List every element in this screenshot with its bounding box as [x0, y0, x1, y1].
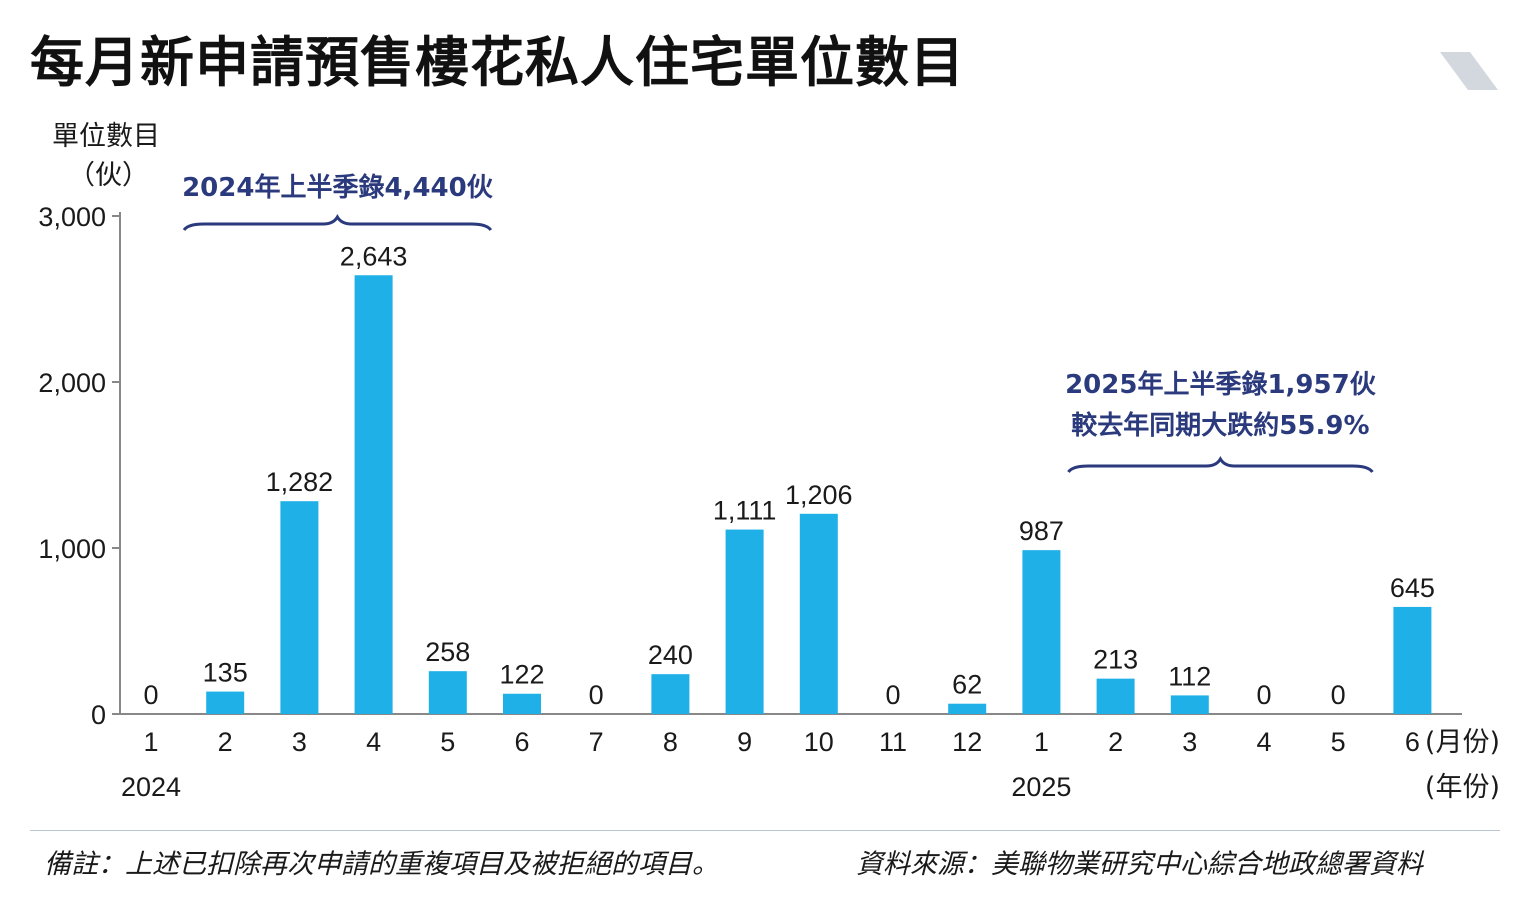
annotation-text: 較去年同期大跌約55.9%: [1071, 410, 1369, 441]
data-label: 987: [1019, 516, 1064, 546]
y-tick-label: 2,000: [38, 368, 106, 398]
x-tick-label: 8: [663, 727, 678, 757]
x-tick-label: 7: [589, 727, 604, 757]
x-tick-label: 4: [1256, 727, 1271, 757]
bar-chart: 單位數目（伙）01,0002,0003,0000113521,28232,643…: [38, 121, 1500, 803]
bar: [1096, 678, 1135, 714]
data-label: 112: [1168, 661, 1211, 691]
data-label: 1,282: [266, 467, 334, 497]
data-label: 240: [648, 640, 693, 670]
data-label: 62: [952, 670, 982, 700]
data-label: 0: [143, 680, 158, 710]
x-tick-label: 1: [143, 727, 158, 757]
annotation-text: 2024年上半季錄4,440伙: [182, 172, 494, 203]
year-label: 2024: [121, 772, 181, 802]
bar: [651, 674, 690, 714]
data-label: 1,206: [785, 480, 853, 510]
data-label: 0: [1331, 680, 1346, 710]
data-label: 213: [1093, 645, 1138, 675]
x-tick-label: 1: [1034, 727, 1049, 757]
x-tick-label: 2: [1108, 727, 1123, 757]
annotation-text: 2025年上半季錄1,957伙: [1065, 369, 1377, 400]
bar: [206, 691, 245, 714]
data-label: 135: [203, 658, 248, 688]
x-tick-label: 11: [879, 727, 907, 757]
data-label: 258: [425, 637, 470, 667]
x-tick-label: 3: [292, 727, 307, 757]
data-label: 0: [589, 680, 604, 710]
y-tick-label: 0: [91, 700, 106, 730]
x-tick-label: 4: [366, 727, 381, 757]
bar: [503, 693, 541, 714]
footnote-note: 備註：上述已扣除再次申請的重複項目及被拒絕的項目。: [44, 849, 719, 880]
data-label: 645: [1390, 573, 1435, 603]
footnote-source: 資料來源：美聯物業研究中心綜合地政總署資料: [856, 849, 1423, 880]
y-tick-label: 1,000: [38, 534, 106, 564]
year-label: 2025: [1011, 772, 1071, 802]
x-tick-label: 10: [804, 727, 834, 757]
bar: [428, 671, 467, 714]
x-tick-label: 5: [1331, 727, 1346, 757]
x-tick-label: 9: [737, 727, 752, 757]
footer-divider: [30, 830, 1500, 831]
bar: [725, 529, 764, 714]
x-tick-label: 3: [1182, 727, 1197, 757]
y-axis-label: 單位數目: [52, 121, 160, 152]
x-axis-unit-month: (月份): [1425, 727, 1500, 758]
bar: [799, 513, 838, 714]
x-tick-label: 6: [1405, 727, 1420, 757]
data-label: 0: [1256, 680, 1271, 710]
x-tick-label: 12: [952, 727, 982, 757]
x-tick-label: 2: [218, 727, 233, 757]
bar: [1393, 606, 1432, 714]
data-label: 2,643: [340, 241, 408, 271]
y-tick-label: 3,000: [38, 202, 106, 232]
x-tick-label: 6: [514, 727, 529, 757]
chart-title: 每月新申請預售樓花私人住宅單位數目: [30, 31, 965, 94]
x-axis-unit-year: (年份): [1425, 772, 1500, 803]
bar: [948, 703, 987, 714]
bar: [354, 275, 393, 714]
y-axis-unit: （伙）: [68, 160, 149, 191]
x-tick-label: 5: [440, 727, 455, 757]
annotation-brace: [1067, 455, 1374, 473]
data-label: 0: [885, 680, 900, 710]
annotation-brace: [182, 213, 493, 231]
bar: [1170, 695, 1209, 714]
bar: [280, 501, 319, 714]
bar: [1022, 550, 1061, 714]
data-label: 122: [499, 660, 544, 690]
data-label: 1,111: [713, 496, 777, 526]
